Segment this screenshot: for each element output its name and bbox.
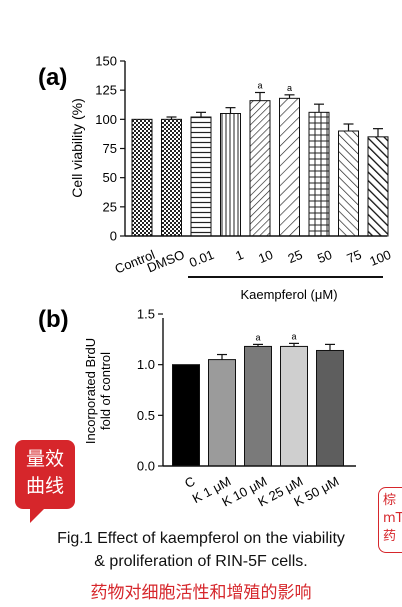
panel-b-y-axis-ticks: 0.0 0.5 1.0 1.5 xyxy=(137,307,163,474)
panel-b-significance-mark: a xyxy=(291,331,296,341)
panel-b-y-tick-label: 0.5 xyxy=(137,408,155,423)
panel-b-y-tick-label: 1.5 xyxy=(137,307,155,322)
panel-b-bar-k-50-m xyxy=(316,349,344,467)
kaempferol-group-label: Kaempferol (μM) xyxy=(240,287,337,302)
panel-b-label: (b) xyxy=(38,306,69,333)
panel-a-bar-25 xyxy=(279,97,300,237)
panel-a-bar-10 xyxy=(249,100,271,237)
side-annotation-line-1: 棕 xyxy=(383,493,397,508)
panel-a-y-axis-ticks: 0 25 50 75 100 125 150 xyxy=(95,54,125,244)
figure-caption-line-2: & proliferation of RIN-5F cells. xyxy=(94,553,308,570)
panel-a-x-tick-label: 10 xyxy=(256,247,275,266)
panel-a-x-tick-label: 75 xyxy=(345,247,364,266)
badge-line-1: 量效 xyxy=(25,448,64,470)
panel-b-y-tick-label: 1.0 xyxy=(137,357,155,372)
panel-a-bar-0-01 xyxy=(190,116,212,237)
panel-b-x-tick-labels: CK 1 μMK 10 μMK 25 μMK 50 μM xyxy=(182,473,341,509)
panel-a-bar-control xyxy=(131,118,153,237)
panel-a-x-tick-label: 1 xyxy=(233,247,245,264)
panel-a-label: (a) xyxy=(38,64,67,91)
panel-a-bar-1 xyxy=(220,113,241,237)
figure-caption-chinese: 药物对细胞活性和增殖的影响 xyxy=(90,583,312,603)
panel-b-bar-k-10-m xyxy=(244,345,272,467)
panel-a-significance-mark: a xyxy=(257,81,262,91)
panel-a-bar-100 xyxy=(367,136,389,237)
panel-a-y-tick-label: 150 xyxy=(95,54,117,69)
panel-b-x-tick-label: C xyxy=(182,473,197,491)
badge-pointer xyxy=(30,507,46,523)
panel-a-y-tick-label: 125 xyxy=(95,83,117,98)
side-annotation-line-3: 药 xyxy=(383,529,397,544)
panel-a-significance-mark: a xyxy=(287,83,292,93)
panel-a-bar-dmso xyxy=(161,118,182,237)
panel-a-bar-50 xyxy=(308,111,330,237)
side-annotation-line-2: mT xyxy=(383,511,402,526)
panel-a-x-tick-label: 0.01 xyxy=(187,247,216,270)
figure-caption-line-1: Fig.1 Effect of kaempferol on the viabil… xyxy=(57,530,345,547)
panel-a-y-tick-label: 100 xyxy=(95,112,117,127)
panel-a-y-tick-label: 25 xyxy=(103,199,117,214)
panel-b-bar-k-25-m xyxy=(280,345,308,467)
panel-b-bar-k-1-m xyxy=(208,359,236,467)
panel-b-bar-c xyxy=(172,364,200,467)
panel-b-significance-mark: a xyxy=(255,332,260,342)
panel-b-ylabel-line1: Incorporated BrdU xyxy=(83,338,98,444)
panel-a-x-tick-label: 50 xyxy=(315,247,334,266)
panel-a-bar-75 xyxy=(338,130,359,237)
panel-a-x-tick-label: 100 xyxy=(367,247,393,269)
panel-a-ylabel: Cell viability (%) xyxy=(69,98,85,198)
dose-response-badge: 量效 曲线 xyxy=(15,440,75,509)
panel-b-y-tick-label: 0.0 xyxy=(137,459,155,474)
badge-line-2: 曲线 xyxy=(25,475,64,497)
side-annotation: 棕 mT 药 xyxy=(378,487,402,553)
panel-a-y-tick-label: 0 xyxy=(110,229,117,244)
panel-b-ylabel-line2: fold of control xyxy=(98,352,113,430)
panel-a-y-tick-label: 75 xyxy=(103,141,117,156)
panel-a-y-tick-label: 50 xyxy=(103,170,117,185)
panel-a-x-tick-label: 25 xyxy=(286,247,305,266)
